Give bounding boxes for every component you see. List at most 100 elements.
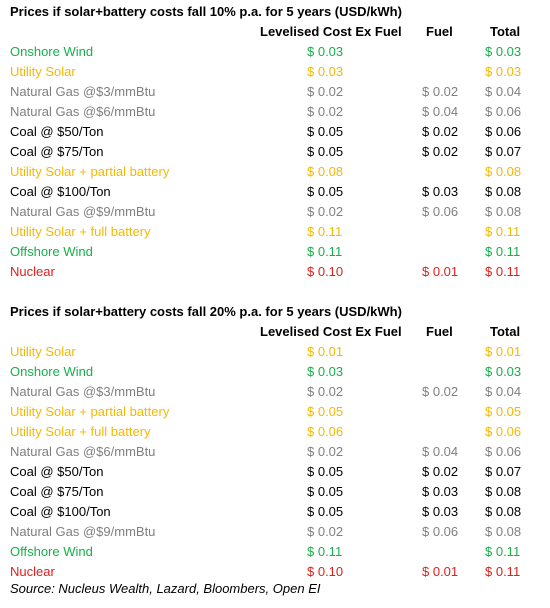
energy-source-name: Natural Gas @$3/mmBtu <box>10 84 156 99</box>
levelised-cost-value: $ 0.11 <box>307 224 343 239</box>
table-row: Natural Gas @$3/mmBtu $ 0.02 $ 0.02 $ 0.04 <box>0 382 550 402</box>
levelised-cost-value: $ 0.05 <box>307 504 344 519</box>
energy-source-name: Coal @ $50/Ton <box>10 464 104 479</box>
levelised-cost-value: $ 0.06 <box>307 424 344 439</box>
energy-source-name: Utility Solar + full battery <box>10 224 151 239</box>
fuel-cost-value: $ 0.04 <box>422 104 459 119</box>
total-cost-value: $ 0.04 <box>485 84 522 99</box>
table-row: Utility Solar + full battery $ 0.11 $ 0.11 <box>0 222 550 242</box>
energy-source-name: Natural Gas @$9/mmBtu <box>10 524 156 539</box>
levelised-cost-value: $ 0.05 <box>307 464 344 479</box>
table-row: Coal @ $75/Ton $ 0.05 $ 0.02 $ 0.07 <box>0 142 550 162</box>
fuel-cost-value: $ 0.04 <box>422 444 459 459</box>
total-cost-value: $ 0.11 <box>485 264 521 279</box>
table-row: Coal @ $100/Ton $ 0.05 $ 0.03 $ 0.08 <box>0 182 550 202</box>
total-cost-value: $ 0.08 <box>485 484 522 499</box>
table-row: Utility Solar $ 0.01 $ 0.01 <box>0 342 550 362</box>
fuel-cost-value: $ 0.03 <box>422 504 459 519</box>
levelised-cost-value: $ 0.05 <box>307 404 344 419</box>
energy-source-name: Coal @ $100/Ton <box>10 504 111 519</box>
table-row: Natural Gas @$6/mmBtu $ 0.02 $ 0.04 $ 0.06 <box>0 102 550 122</box>
table-row: Natural Gas @$3/mmBtu $ 0.02 $ 0.02 $ 0.04 <box>0 82 550 102</box>
energy-source-name: Offshore Wind <box>10 544 93 559</box>
levelised-cost-value: $ 0.11 <box>307 544 343 559</box>
table-row: Coal @ $50/Ton $ 0.05 $ 0.02 $ 0.07 <box>0 462 550 482</box>
energy-source-name: Natural Gas @$3/mmBtu <box>10 384 156 399</box>
fuel-cost-value: $ 0.03 <box>422 484 459 499</box>
fuel-cost-value: $ 0.06 <box>422 524 459 539</box>
header-fuel: Fuel <box>426 324 453 339</box>
energy-source-name: Coal @ $100/Ton <box>10 184 111 199</box>
table-row: Coal @ $75/Ton $ 0.05 $ 0.03 $ 0.08 <box>0 482 550 502</box>
table-row: Coal @ $100/Ton $ 0.05 $ 0.03 $ 0.08 <box>0 502 550 522</box>
levelised-cost-value: $ 0.03 <box>307 364 344 379</box>
section-title: Prices if solar+battery costs fall 20% p… <box>10 304 402 319</box>
total-cost-value: $ 0.08 <box>485 164 522 179</box>
energy-source-name: Natural Gas @$9/mmBtu <box>10 204 156 219</box>
total-cost-value: $ 0.08 <box>485 184 522 199</box>
energy-source-name: Coal @ $75/Ton <box>10 484 104 499</box>
total-cost-value: $ 0.06 <box>485 444 522 459</box>
fuel-cost-value: $ 0.02 <box>422 384 459 399</box>
levelised-cost-value: $ 0.05 <box>307 184 344 199</box>
table-row: Onshore Wind $ 0.03 $ 0.03 <box>0 42 550 62</box>
source-note: Source: Nucleus Wealth, Lazard, Bloomber… <box>10 581 321 596</box>
levelised-cost-value: $ 0.02 <box>307 204 344 219</box>
energy-source-name: Coal @ $50/Ton <box>10 124 104 139</box>
header-levelised-cost: Levelised Cost Ex Fuel <box>260 24 402 39</box>
levelised-cost-value: $ 0.02 <box>307 444 344 459</box>
table-row: Onshore Wind $ 0.03 $ 0.03 <box>0 362 550 382</box>
fuel-cost-value: $ 0.02 <box>422 84 459 99</box>
energy-source-name: Natural Gas @$6/mmBtu <box>10 444 156 459</box>
table-row: Utility Solar $ 0.03 $ 0.03 <box>0 62 550 82</box>
total-cost-value: $ 0.11 <box>485 544 521 559</box>
header-levelised-cost: Levelised Cost Ex Fuel <box>260 324 402 339</box>
table-row: Natural Gas @$9/mmBtu $ 0.02 $ 0.06 $ 0.08 <box>0 522 550 542</box>
total-cost-value: $ 0.08 <box>485 204 522 219</box>
levelised-cost-value: $ 0.03 <box>307 44 344 59</box>
energy-source-name: Utility Solar + partial battery <box>10 164 170 179</box>
header-fuel: Fuel <box>426 24 453 39</box>
energy-source-name: Utility Solar <box>10 64 76 79</box>
header-total: Total <box>490 324 521 339</box>
energy-source-name: Natural Gas @$6/mmBtu <box>10 104 156 119</box>
total-cost-value: $ 0.06 <box>485 424 522 439</box>
total-cost-value: $ 0.01 <box>485 344 522 359</box>
levelised-cost-value: $ 0.10 <box>307 264 344 279</box>
levelised-cost-value: $ 0.10 <box>307 564 344 579</box>
fuel-cost-value: $ 0.02 <box>422 144 459 159</box>
table-row: Nuclear $ 0.10 $ 0.01 $ 0.11 <box>0 562 550 582</box>
table-row: Offshore Wind $ 0.11 $ 0.11 <box>0 542 550 562</box>
energy-source-name: Offshore Wind <box>10 244 93 259</box>
levelised-cost-value: $ 0.02 <box>307 384 344 399</box>
fuel-cost-value: $ 0.03 <box>422 184 459 199</box>
total-cost-value: $ 0.03 <box>485 364 522 379</box>
levelised-cost-value: $ 0.05 <box>307 144 344 159</box>
table-row: Offshore Wind $ 0.11 $ 0.11 <box>0 242 550 262</box>
energy-source-name: Coal @ $75/Ton <box>10 144 104 159</box>
table-row: Natural Gas @$6/mmBtu $ 0.02 $ 0.04 $ 0.06 <box>0 442 550 462</box>
total-cost-value: $ 0.06 <box>485 104 522 119</box>
total-cost-value: $ 0.03 <box>485 44 522 59</box>
table-row: Utility Solar + partial battery $ 0.05 $ 0… <box>0 402 550 422</box>
levelised-cost-value: $ 0.11 <box>307 244 343 259</box>
total-cost-value: $ 0.08 <box>485 504 522 519</box>
levelised-cost-value: $ 0.01 <box>307 344 344 359</box>
fuel-cost-value: $ 0.06 <box>422 204 459 219</box>
energy-source-name: Nuclear <box>10 564 55 579</box>
energy-source-name: Onshore Wind <box>10 44 94 59</box>
total-cost-value: $ 0.11 <box>485 244 521 259</box>
table-row: Utility Solar + full battery $ 0.06 $ 0.06 <box>0 422 550 442</box>
energy-source-name: Nuclear <box>10 264 55 279</box>
levelised-cost-value: $ 0.05 <box>307 484 344 499</box>
section-title: Prices if solar+battery costs fall 10% p… <box>10 4 402 19</box>
header-total: Total <box>490 24 521 39</box>
levelised-cost-value: $ 0.02 <box>307 104 344 119</box>
table-row: Coal @ $50/Ton $ 0.05 $ 0.02 $ 0.06 <box>0 122 550 142</box>
table-row: Natural Gas @$9/mmBtu $ 0.02 $ 0.06 $ 0.08 <box>0 202 550 222</box>
levelised-cost-value: $ 0.02 <box>307 524 344 539</box>
energy-source-name: Utility Solar + partial battery <box>10 404 170 419</box>
total-cost-value: $ 0.11 <box>485 224 521 239</box>
energy-source-name: Utility Solar <box>10 344 76 359</box>
total-cost-value: $ 0.03 <box>485 64 522 79</box>
